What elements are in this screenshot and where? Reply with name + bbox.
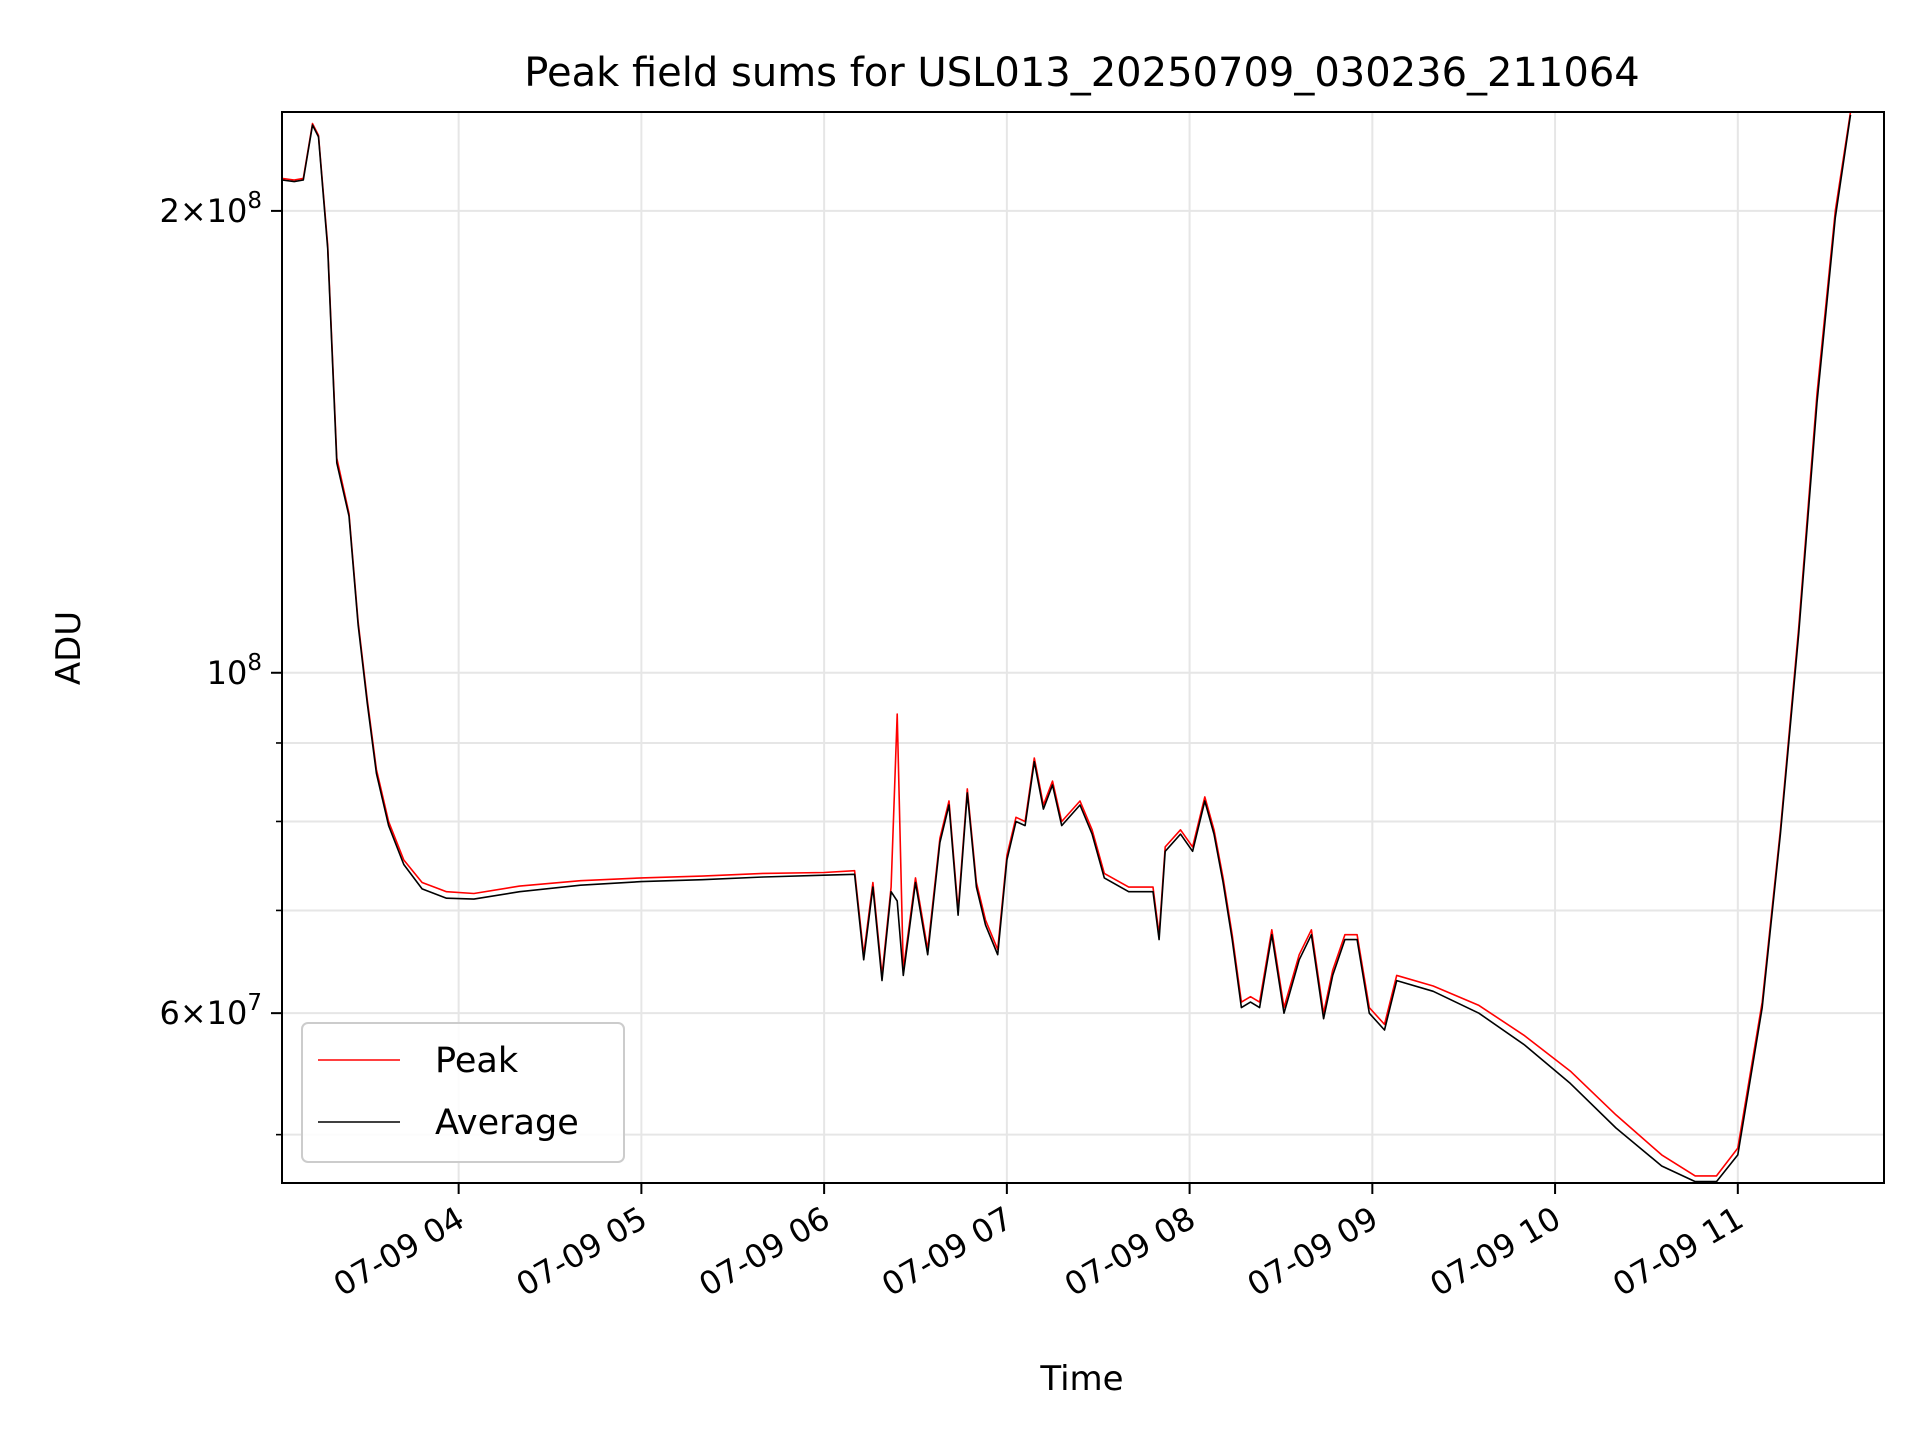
legend-box: [301, 1022, 625, 1163]
y-tick-label: 108: [207, 650, 262, 692]
chart-title: Peak field sums for USL013_20250709_0302…: [524, 50, 1639, 96]
grid: [282, 112, 1884, 1183]
series-line-peak: [282, 112, 1852, 1177]
series-line-average: [282, 114, 1852, 1183]
y-axis-label: ADU: [49, 611, 89, 685]
x-axis-label: Time: [1039, 1359, 1123, 1399]
y-tick-label: 2×108: [159, 188, 262, 230]
legend: Peak Average: [301, 1022, 625, 1163]
plot-lines: [282, 112, 1852, 1183]
y-tick-label: 6×107: [159, 990, 262, 1032]
plot-frame: [281, 111, 1885, 1184]
legend-label-peak: Peak: [435, 1041, 519, 1081]
legend-label-average: Average: [435, 1103, 579, 1143]
